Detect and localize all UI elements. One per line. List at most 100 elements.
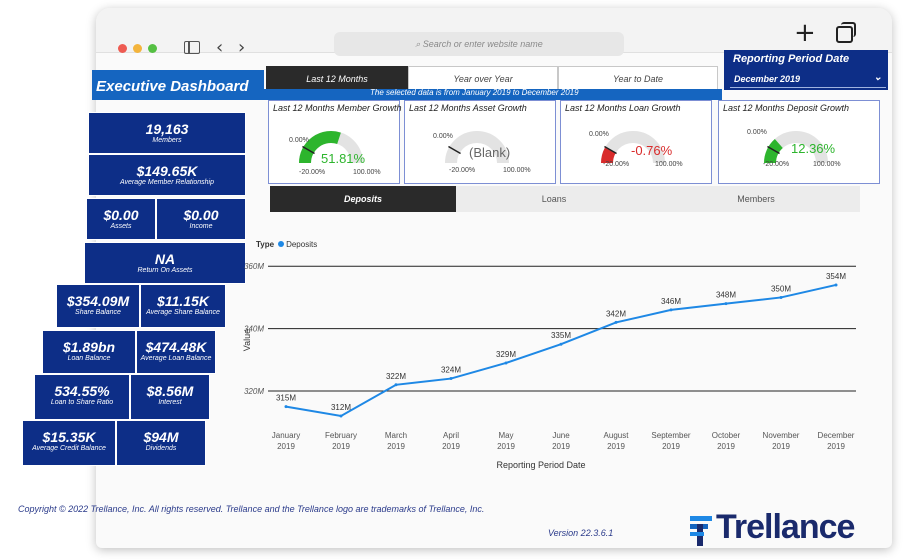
kpi-share-balance[interactable]: $354.09M Share Balance xyxy=(56,284,140,328)
gauge-target-marker xyxy=(767,145,780,155)
kpi-label: Members xyxy=(152,137,182,144)
gauge-max: 100.00% xyxy=(655,161,683,168)
kpi-avg-loan-balance[interactable]: $474.48K Average Loan Balance xyxy=(136,330,216,374)
gauge-target-marker xyxy=(604,145,617,155)
legend-title: Type xyxy=(256,240,275,249)
kpi-loan-balance[interactable]: $1.89bn Loan Balance xyxy=(42,330,136,374)
chart-legend: Type Deposits xyxy=(256,240,317,249)
tab-year-over-year[interactable]: Year over Year xyxy=(408,66,558,92)
gauge-deposit-growth[interactable]: Last 12 Months Deposit Growth 0.00% -20.… xyxy=(718,100,880,184)
kpi-members[interactable]: 19,163 Members xyxy=(88,112,246,154)
reporting-period-select[interactable]: December 2019 ⌄ xyxy=(730,71,886,88)
close-window-button[interactable] xyxy=(118,44,127,53)
gauge-svg xyxy=(764,131,828,164)
kpi-label: Loan Balance xyxy=(67,355,111,362)
gauge-value: -0.76% xyxy=(631,143,673,158)
copyright-text: Copyright © 2022 Trellance, Inc. All rig… xyxy=(18,504,485,514)
kpi-value: 19,163 xyxy=(145,121,189,137)
gauge-max: 100.00% xyxy=(353,169,381,176)
kpi-interest[interactable]: $8.56M Interest xyxy=(130,374,210,420)
plus-icon[interactable]: + xyxy=(794,18,816,48)
gauge-member-growth[interactable]: Last 12 Months Member Growth 0.00% -20.0… xyxy=(268,100,402,184)
address-placeholder: Search or enter website name xyxy=(422,39,543,49)
tabs-icon[interactable] xyxy=(836,22,856,43)
kpi-value: 534.55% xyxy=(54,383,110,399)
kpi-value: $354.09M xyxy=(66,293,130,309)
kpi-value: $11.15K xyxy=(157,293,209,309)
kpi-value: $0.00 xyxy=(103,207,139,223)
kpi-label: Average Credit Balance xyxy=(32,445,106,452)
search-icon: ⌕ xyxy=(415,39,423,49)
kpi-avg-member-relationship[interactable]: $149.65K Average Member Relationship xyxy=(88,154,246,196)
sidebar-icon[interactable] xyxy=(184,41,200,54)
gauge-target-marker xyxy=(448,145,461,155)
gauge-value: 12.36% xyxy=(791,141,836,156)
kpi-value: $8.56M xyxy=(146,383,194,399)
kpi-label: Average Member Relationship xyxy=(119,179,215,186)
page-title: Executive Dashboard xyxy=(96,78,249,95)
gauge-target: 0.00% xyxy=(589,131,609,138)
legend-series-label: Deposits xyxy=(286,240,318,249)
kpi-value: $15.35K xyxy=(42,429,96,445)
kpi-value: $94M xyxy=(143,429,179,445)
kpi-income[interactable]: $0.00 Income xyxy=(156,198,246,240)
tab-label: Loans xyxy=(541,194,567,204)
reporting-period-label: Reporting Period Date xyxy=(733,53,850,65)
gauge-title: Last 12 Months Member Growth xyxy=(273,103,402,113)
kpi-label: Share Balance xyxy=(75,309,121,316)
kpi-avg-share-balance[interactable]: $11.15K Average Share Balance xyxy=(140,284,226,328)
kpi-assets[interactable]: $0.00 Assets xyxy=(86,198,156,240)
kpi-avg-credit-balance[interactable]: $15.35K Average Credit Balance xyxy=(22,420,116,466)
tab-last-12-months[interactable]: Last 12 Months xyxy=(266,66,408,92)
gauge-asset-growth[interactable]: Last 12 Months Asset Growth 0.00% -20.00… xyxy=(404,100,556,184)
kpi-label: Average Share Balance xyxy=(146,309,220,316)
kpi-label: Return On Assets xyxy=(137,267,193,274)
gauge-svg xyxy=(445,131,509,164)
kpi-label: Average Loan Balance xyxy=(140,355,212,362)
gauge-fill xyxy=(299,131,341,164)
legend-marker xyxy=(278,241,285,247)
kpi-return-on-assets[interactable]: NA Return On Assets xyxy=(84,242,246,284)
gauge-svg xyxy=(601,131,665,164)
gauge-min: -20.00% xyxy=(299,169,326,176)
tab-label: Members xyxy=(737,194,775,204)
gauge-value: (Blank) xyxy=(469,145,511,160)
tab-members[interactable]: Members xyxy=(652,186,860,212)
kpi-loan-to-share-ratio[interactable]: 534.55% Loan to Share Ratio xyxy=(34,374,130,420)
maximize-window-button[interactable] xyxy=(148,44,157,53)
gauge-fill xyxy=(764,138,784,164)
gauge-min: -20.00% xyxy=(763,161,790,168)
gauge-svg xyxy=(299,131,363,164)
minimize-window-button[interactable] xyxy=(133,44,142,53)
kpi-label: Income xyxy=(189,223,213,230)
kpi-value: $474.48K xyxy=(145,339,207,355)
gauge-title: Last 12 Months Loan Growth xyxy=(565,103,681,113)
chevron-right-icon[interactable]: › xyxy=(238,37,246,58)
kpi-label: Loan to Share Ratio xyxy=(50,399,114,406)
kpi-label: Interest xyxy=(158,399,182,406)
gauge-target: 0.00% xyxy=(433,133,453,140)
gauge-target: 0.00% xyxy=(289,137,309,144)
gauge-loan-growth[interactable]: Last 12 Months Loan Growth 0.00% -20.00%… xyxy=(560,100,712,184)
tab-deposits[interactable]: Deposits xyxy=(270,186,456,212)
version-text: Version 22.3.6.1 xyxy=(548,528,614,538)
kpi-dividends[interactable]: $94M Dividends xyxy=(116,420,206,466)
gauge-target-marker xyxy=(302,145,315,155)
tab-year-to-date[interactable]: Year to Date xyxy=(558,66,718,92)
trellance-logo-text: Trellance xyxy=(716,508,855,546)
tab-loans[interactable]: Loans xyxy=(456,186,652,212)
selected-period-bar xyxy=(264,89,722,100)
gauge-value: 51.81% xyxy=(321,151,366,166)
kpi-label: Dividends xyxy=(145,445,177,452)
tab-label: Year to Date xyxy=(612,74,664,84)
chevron-left-icon[interactable]: ‹ xyxy=(216,37,224,58)
gauge-min: -20.00% xyxy=(449,167,476,174)
gauge-max: 100.00% xyxy=(503,167,531,174)
selected-period-note: The selected data is from January 2019 t… xyxy=(370,88,579,97)
tab-label: Deposits xyxy=(343,194,382,204)
kpi-value: $1.89bn xyxy=(62,339,116,355)
gauge-title: Last 12 Months Deposit Growth xyxy=(723,103,850,113)
chevron-down-icon: ⌄ xyxy=(873,72,882,83)
address-bar[interactable]: ⌕ Search or enter website name xyxy=(334,32,624,56)
tab-label: Year over Year xyxy=(453,74,513,84)
